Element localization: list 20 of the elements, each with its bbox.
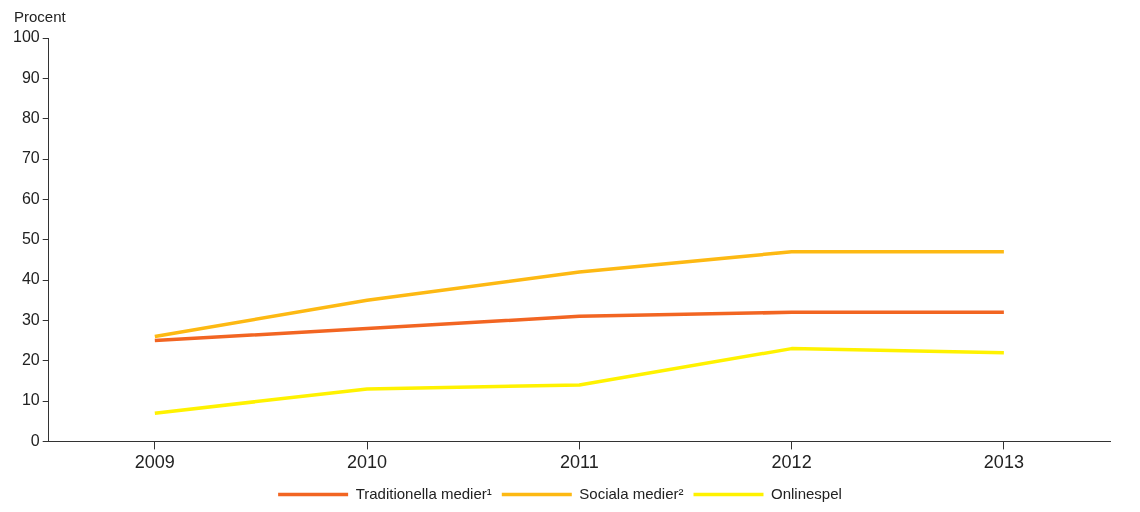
y-tick-label: 80 [21,109,40,127]
legend-label: Traditionella medier¹ [355,484,492,502]
y-axis-title: Procent [14,7,67,25]
y-tick-label: 10 [21,391,40,409]
x-tick-label: 2013 [983,452,1024,473]
x-tick-label: 2009 [134,452,175,473]
y-tick-label: 50 [21,230,40,248]
x-tick-label: 2010 [347,452,388,473]
y-tick-label: 40 [21,270,40,288]
y-tick-label: 0 [30,431,40,449]
y-tick-label: 90 [21,68,40,86]
x-tick-label: 2012 [771,452,812,473]
legend-label: Sociala medier² [579,484,684,502]
y-tick-label: 30 [21,310,40,328]
y-tick-label: 70 [21,149,40,167]
y-tick-label: 20 [21,351,40,369]
legend-label: Onlinespel [771,484,842,502]
y-tick-label: 100 [12,28,40,46]
y-tick-label: 60 [21,189,40,207]
x-tick-label: 2011 [559,452,599,473]
